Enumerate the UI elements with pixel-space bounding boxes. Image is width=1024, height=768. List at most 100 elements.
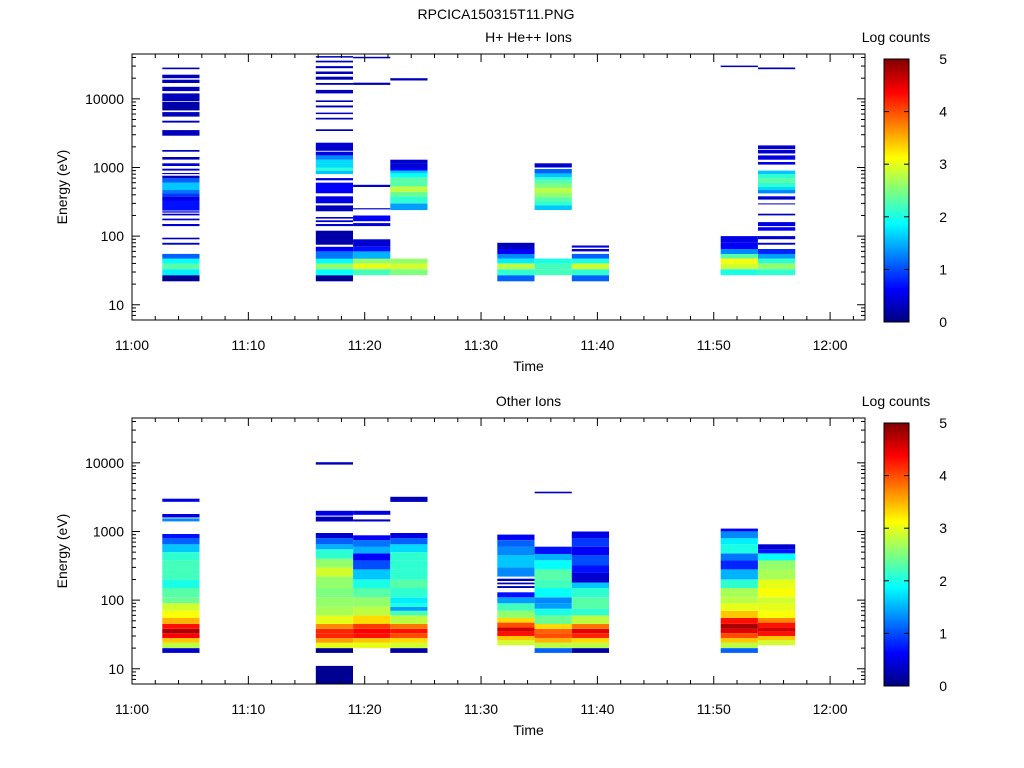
heatmap-cell: [162, 102, 200, 111]
heatmap-cell: [315, 60, 353, 63]
heatmap-cell: [162, 120, 200, 123]
heatmap-cell: [534, 201, 572, 206]
colorbar-tick-label: 5: [939, 51, 947, 67]
heatmap-cell: [497, 582, 535, 585]
heatmap-cell: [162, 112, 200, 117]
heatmap-cell: [497, 597, 535, 604]
x-axis-label: Time: [513, 358, 544, 374]
heatmap-cell: [497, 555, 535, 568]
heatmap-cell: [534, 560, 572, 570]
colorbar-tick-label: 1: [939, 625, 947, 641]
heatmap-cell: [315, 89, 353, 94]
heatmap-cell: [571, 258, 609, 264]
heatmap-cell: [353, 246, 391, 252]
heatmap-cell: [390, 258, 428, 264]
heatmap-cell: [162, 213, 200, 216]
heatmap-cell: [315, 567, 353, 577]
heatmap-cell: [720, 249, 758, 254]
heatmap-cell: [758, 588, 796, 598]
heatmap-cell: [162, 617, 200, 624]
heatmap-cell: [720, 236, 758, 243]
heatmap-cell: [162, 178, 200, 183]
heatmap-cell: [315, 205, 353, 212]
heatmap-cell: [571, 538, 609, 547]
heatmap-cell: [534, 188, 572, 193]
heatmap-cell: [315, 159, 353, 164]
heatmap-cell: [497, 546, 535, 556]
heatmap-cell: [162, 224, 200, 227]
heatmap-cell: [353, 215, 391, 222]
heatmap-cell: [162, 79, 200, 83]
heatmap-cell: [497, 636, 535, 641]
heatmap-cell: [758, 170, 796, 175]
x-tick-label: 11:20: [348, 337, 382, 353]
heatmap-cell: [353, 540, 391, 547]
heatmap-cell: [315, 533, 353, 539]
heatmap-cell: [353, 510, 391, 515]
heatmap-cell: [390, 192, 428, 197]
heatmap-cell: [497, 603, 535, 611]
colorbar-tick-label: 4: [939, 468, 947, 484]
heatmap-cell: [315, 117, 353, 120]
heatmap-cell: [315, 648, 353, 653]
heatmap-cell: [315, 178, 353, 181]
heatmap-cell: [162, 648, 200, 653]
heatmap-cell: [315, 576, 353, 588]
heatmap-cell: [162, 175, 200, 179]
x-tick-label: 11:30: [464, 337, 498, 353]
heatmap-cell: [162, 610, 200, 618]
heatmap-cell: [497, 610, 535, 618]
heatmap-cell: [534, 554, 572, 561]
heatmap-cell: [315, 263, 353, 270]
colorbar: [883, 422, 910, 687]
heatmap-cell: [720, 648, 758, 653]
heatmap-cell: [315, 142, 353, 151]
heatmap-cell: [390, 610, 428, 616]
heatmap-cell: [390, 496, 428, 502]
heatmap-cell: [571, 597, 609, 609]
heatmap-cell: [162, 588, 200, 598]
heatmap-cell: [315, 100, 353, 102]
heatmap-cell: [497, 617, 535, 623]
heatmap-cell: [390, 588, 428, 598]
heatmap-cell: [758, 196, 796, 200]
heatmap-cell: [390, 181, 428, 187]
heatmap-cell: [534, 269, 572, 276]
heatmap-cell: [353, 223, 391, 227]
heatmap-cell: [162, 67, 200, 70]
colorbar-tick-label: 0: [939, 678, 947, 694]
heatmap-cell: [162, 190, 200, 194]
heatmap-cell: [315, 516, 353, 522]
heatmap-cell: [315, 510, 353, 516]
heatmap-cell: [353, 638, 391, 643]
y-axis-label: Energy (eV): [54, 150, 70, 225]
heatmap-cell: [315, 167, 353, 171]
heatmap-cell: [315, 588, 353, 598]
heatmap-cell: [162, 193, 200, 197]
x-axis-label: Time: [513, 722, 544, 738]
heatmap-cell: [571, 253, 609, 259]
heatmap-cell: [315, 66, 353, 69]
heatmap-cell: [571, 615, 609, 624]
x-tick-label: 11:30: [464, 701, 498, 717]
heatmap-cell: [390, 173, 428, 178]
heatmap-cell: [390, 163, 428, 168]
heatmap-cell: [497, 622, 535, 628]
heatmap-cell: [162, 534, 200, 539]
x-tick-label: 11:50: [697, 701, 731, 717]
heatmap-cell: [162, 237, 200, 240]
heatmap-cell: [534, 597, 572, 604]
heatmap-cell: [390, 603, 428, 607]
x-tick-label: 11:50: [697, 337, 731, 353]
heatmap-cell: [571, 269, 609, 276]
heatmap-cell: [315, 269, 353, 276]
heatmap-cell: [162, 242, 200, 245]
heatmap-cell: [534, 263, 572, 270]
heatmap-cell: [571, 638, 609, 643]
heatmap-cell: [534, 638, 572, 643]
heatmap-cell: [720, 597, 758, 604]
heatmap-cell: [534, 173, 572, 178]
heatmap-cell: [720, 642, 758, 649]
